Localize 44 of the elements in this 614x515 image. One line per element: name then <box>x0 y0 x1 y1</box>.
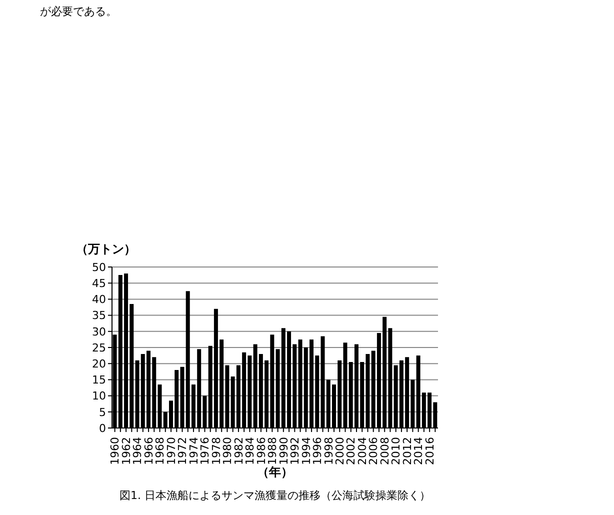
y-tick-label: 50 <box>92 260 106 274</box>
x-tick-label: 1968 <box>154 437 167 465</box>
y-tick-label: 40 <box>92 293 106 306</box>
x-tick-label: 1992 <box>288 437 302 465</box>
x-tick-label: 1974 <box>187 437 200 465</box>
x-tick-label: 1964 <box>131 437 144 465</box>
y-axis-title: （万トン） <box>76 241 136 258</box>
x-tick-label: 2008 <box>378 437 392 465</box>
x-tick-label: 1978 <box>210 437 223 465</box>
y-tick-label: 0 <box>99 422 106 435</box>
y-tick-label: 5 <box>99 406 106 419</box>
x-tick-label: 2004 <box>356 437 369 465</box>
y-tick-label: 35 <box>92 309 106 322</box>
x-tick-label: 1976 <box>198 437 212 465</box>
x-tick-label: 1970 <box>164 437 178 465</box>
x-tick-label: 1984 <box>244 437 257 465</box>
x-tick-label: 1972 <box>176 437 190 465</box>
x-tick-label: 2000 <box>333 437 346 465</box>
x-tick-label: 2016 <box>423 437 436 465</box>
y-tick-label: 25 <box>92 341 106 354</box>
x-tick-label: 1960 <box>108 437 122 465</box>
x-tick-label: 1980 <box>221 437 234 465</box>
text: 図1. 日本漁船によるサンマ漁獲量の推移（公海試験操業除く） <box>120 488 430 503</box>
y-tick-label: 15 <box>92 374 106 387</box>
x-tick-label: 1998 <box>322 437 336 465</box>
x-tick-label: 2014 <box>412 437 426 465</box>
x-tick-label: 2012 <box>400 437 414 465</box>
x-tick-label: 1988 <box>266 437 280 465</box>
y-tick-label: 20 <box>92 358 106 371</box>
text: が必要である。 <box>40 4 117 19</box>
y-tick-label: 30 <box>92 325 106 338</box>
y-tick-label: 45 <box>92 277 106 290</box>
x-tick-label: 2006 <box>367 437 380 465</box>
x-tick-label: 1966 <box>142 437 156 465</box>
x-tick-label: 1982 <box>232 437 246 465</box>
y-tick-label: 10 <box>92 390 106 403</box>
x-tick-label: 1994 <box>300 437 313 465</box>
x-axis-title: （年） <box>257 464 293 481</box>
x-tick-label: 1962 <box>120 437 133 465</box>
x-tick-label: 1990 <box>277 437 290 465</box>
x-tick-label: 2010 <box>390 437 403 465</box>
x-tick-label: 1986 <box>254 437 268 465</box>
x-tick-label: 2002 <box>344 437 358 465</box>
x-tick-label: 1996 <box>311 437 324 465</box>
